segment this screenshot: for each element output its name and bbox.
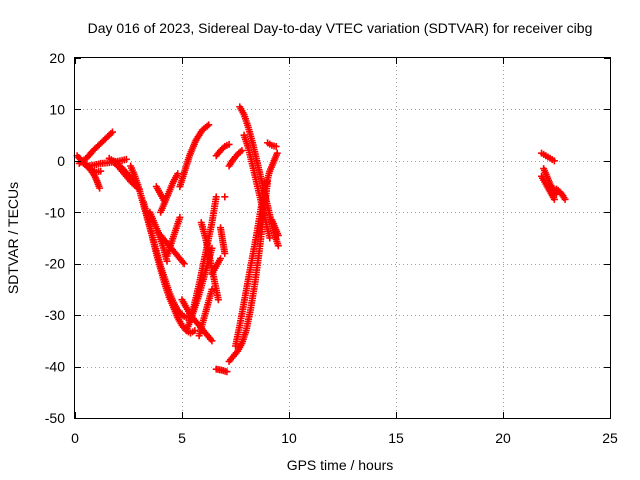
x-axis-tick-labels: 0 5 10 15 20 25 [71, 430, 618, 446]
data-point [238, 147, 246, 155]
data-point [108, 128, 116, 136]
series-arc-03 [82, 159, 104, 192]
data-point [274, 231, 282, 239]
y-tick-label: 0 [57, 153, 65, 169]
plot-frame [74, 57, 611, 419]
data-point [272, 142, 280, 150]
y-tick-label: -30 [45, 307, 65, 323]
x-axis-label: GPS time / hours [287, 457, 394, 473]
data-point [96, 184, 104, 192]
data-point [208, 337, 216, 345]
y-tick-label: 20 [49, 50, 65, 66]
data-point [561, 195, 569, 203]
series-arc-31 [268, 216, 282, 239]
y-tick-label: -50 [45, 410, 65, 426]
data-point [97, 167, 105, 175]
series-arc-35 [553, 185, 569, 203]
x-tick-label: 0 [71, 430, 79, 446]
data-point [214, 296, 222, 304]
grid-lines [75, 58, 610, 418]
data-point [274, 242, 282, 250]
series-arc-14 [176, 121, 213, 191]
series-arc-32 [538, 149, 558, 165]
data-point [208, 285, 216, 293]
data-point [122, 155, 130, 163]
series-arc-24 [212, 365, 231, 376]
data-point [223, 368, 231, 376]
chart-title: Day 016 of 2023, Sidereal Day-to-day VTE… [88, 20, 593, 36]
y-tick-label: -40 [45, 359, 65, 375]
y-tick-label: 10 [49, 101, 65, 117]
series-arc-21 [217, 224, 229, 257]
data-point [174, 170, 182, 178]
x-tick-label: 15 [388, 430, 404, 446]
x-tick-label: 20 [495, 430, 511, 446]
x-tick-label: 10 [281, 430, 297, 446]
series-arc-27 [225, 147, 246, 170]
series-arc-20 [212, 140, 233, 160]
axis-ticks [75, 58, 611, 419]
series-arc-18 [195, 285, 216, 340]
data-point [219, 144, 227, 152]
data-point [212, 193, 220, 201]
data-point [221, 249, 229, 257]
x-tick-label: 5 [178, 430, 186, 446]
series-arc-12 [157, 170, 182, 216]
data-point [217, 255, 225, 263]
data-point [176, 213, 184, 221]
data-point [273, 149, 281, 157]
series-arc-22 [208, 255, 225, 278]
series-arc-13 [163, 213, 184, 260]
data-point [550, 157, 558, 165]
data-point [205, 121, 213, 129]
y-tick-label: -20 [45, 256, 65, 272]
y-tick-label: -10 [45, 204, 65, 220]
series-arc-34 [538, 172, 558, 203]
data-point [225, 140, 233, 148]
y-axis-tick-labels: -50 -40 -30 -20 -10 0 10 20 [45, 50, 65, 426]
series-arc-29 [240, 131, 274, 242]
data-point [266, 234, 274, 242]
series-arc-30 [264, 139, 280, 150]
data-point [221, 193, 229, 201]
series-arc-23 [221, 193, 229, 201]
y-axis-label: SDTVAR / TECUs [5, 182, 21, 294]
data-points [73, 103, 569, 376]
series-arc-26 [232, 149, 281, 350]
data-point [180, 260, 188, 268]
data-point [550, 195, 558, 203]
x-tick-label: 25 [602, 430, 618, 446]
series-arc-08 [139, 198, 199, 337]
